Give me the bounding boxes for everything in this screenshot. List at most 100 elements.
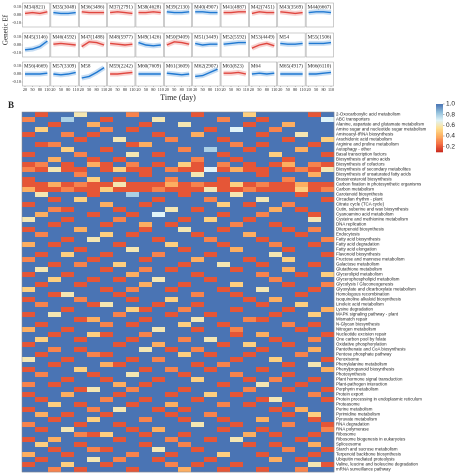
heat-cell bbox=[204, 192, 218, 198]
heat-cell bbox=[204, 307, 218, 313]
heat-cell bbox=[204, 227, 218, 233]
heat-cell bbox=[321, 317, 335, 323]
heat-cell bbox=[256, 237, 270, 243]
heat-cell bbox=[48, 427, 62, 433]
heat-cell bbox=[152, 367, 166, 373]
heat-cell bbox=[74, 252, 88, 258]
heat-cell bbox=[230, 467, 244, 473]
heat-cell bbox=[217, 142, 231, 148]
heat-cell bbox=[217, 462, 231, 468]
heat-cell bbox=[282, 277, 296, 283]
heat-cell bbox=[48, 417, 62, 423]
heat-cell bbox=[87, 292, 101, 298]
panel-title: M43(3569) bbox=[279, 4, 303, 11]
heat-cell bbox=[87, 262, 101, 268]
heat-cell bbox=[295, 317, 309, 323]
heat-cell bbox=[243, 187, 257, 193]
heat-cell bbox=[295, 247, 309, 253]
heat-cell bbox=[100, 407, 114, 413]
heat-cell bbox=[191, 187, 205, 193]
row-label: Fatty acid degradation bbox=[336, 242, 380, 247]
heat-cell bbox=[269, 117, 283, 123]
row-label: Purine metabolism bbox=[336, 407, 373, 412]
colorbar-step bbox=[436, 125, 443, 128]
heat-cell bbox=[282, 252, 296, 258]
x-tick-label: 20 bbox=[80, 87, 84, 92]
row-label: Endocytosis bbox=[336, 232, 360, 237]
heat-cell bbox=[256, 252, 270, 258]
heat-cell bbox=[87, 312, 101, 318]
heat-cell bbox=[165, 317, 179, 323]
heat-cell bbox=[61, 397, 75, 403]
heat-cell bbox=[100, 362, 114, 368]
heat-cell bbox=[230, 412, 244, 418]
heat-cell bbox=[178, 352, 192, 358]
heat-cell bbox=[48, 182, 62, 188]
heat-cell bbox=[191, 167, 205, 173]
heat-cell bbox=[295, 257, 309, 263]
heat-cell bbox=[217, 417, 231, 423]
heat-cell bbox=[256, 327, 270, 333]
heat-cell bbox=[87, 402, 101, 408]
heat-cell bbox=[243, 447, 257, 453]
heat-cell bbox=[191, 372, 205, 378]
heat-cell bbox=[152, 362, 166, 368]
heat-cell bbox=[74, 282, 88, 288]
heat-cell bbox=[269, 337, 283, 343]
heat-cell bbox=[295, 157, 309, 163]
heat-cell bbox=[243, 357, 257, 363]
heat-cell bbox=[243, 277, 257, 283]
heat-cell bbox=[269, 227, 283, 233]
heat-cell bbox=[74, 452, 88, 458]
heat-cell bbox=[35, 317, 49, 323]
heat-cell bbox=[204, 292, 218, 298]
heat-cell bbox=[178, 372, 192, 378]
row-label: Biosynthesis of secondary metabolites bbox=[336, 167, 411, 172]
heat-cell bbox=[178, 377, 192, 383]
heat-cell bbox=[152, 387, 166, 393]
heat-cell bbox=[100, 342, 114, 348]
heat-cell bbox=[48, 207, 62, 213]
heat-cell bbox=[243, 297, 257, 303]
heat-cell bbox=[22, 247, 36, 253]
heat-cell bbox=[321, 287, 335, 293]
heat-cell bbox=[87, 157, 101, 163]
heat-cell bbox=[295, 192, 309, 198]
heat-cell bbox=[321, 442, 335, 448]
line bbox=[81, 41, 105, 48]
heat-cell bbox=[100, 252, 114, 258]
heat-cell bbox=[282, 157, 296, 163]
heat-cell bbox=[87, 412, 101, 418]
heat-cell bbox=[100, 432, 114, 438]
heat-cell bbox=[139, 217, 153, 223]
line bbox=[308, 71, 332, 75]
heat-cell bbox=[35, 252, 49, 258]
heat-cell bbox=[295, 162, 309, 168]
heat-cell bbox=[321, 397, 335, 403]
heat-cell bbox=[191, 152, 205, 158]
colorbar-step bbox=[436, 137, 443, 140]
heat-cell bbox=[269, 437, 283, 443]
heat-cell bbox=[48, 122, 62, 128]
heat-cell bbox=[282, 292, 296, 298]
heat-cell bbox=[217, 177, 231, 183]
heat-cell bbox=[282, 217, 296, 223]
heat-cell bbox=[152, 337, 166, 343]
heat-cell bbox=[256, 422, 270, 428]
heat-cell bbox=[243, 342, 257, 348]
line bbox=[53, 11, 76, 15]
heat-cell bbox=[165, 197, 179, 203]
heat-cell bbox=[22, 187, 36, 193]
panel-title: M46(4592) bbox=[52, 34, 76, 41]
heat-cell bbox=[22, 122, 36, 128]
heat-cell bbox=[152, 192, 166, 198]
row-label: Pyrimidine metabolism bbox=[336, 412, 381, 417]
heat-cell bbox=[243, 117, 257, 123]
heat-cell bbox=[295, 387, 309, 393]
heat-cell bbox=[321, 312, 335, 318]
heat-cell bbox=[282, 382, 296, 388]
heat-cell bbox=[178, 437, 192, 443]
heat-cell bbox=[35, 177, 49, 183]
heat-cell bbox=[204, 137, 218, 143]
heat-cell bbox=[282, 442, 296, 448]
